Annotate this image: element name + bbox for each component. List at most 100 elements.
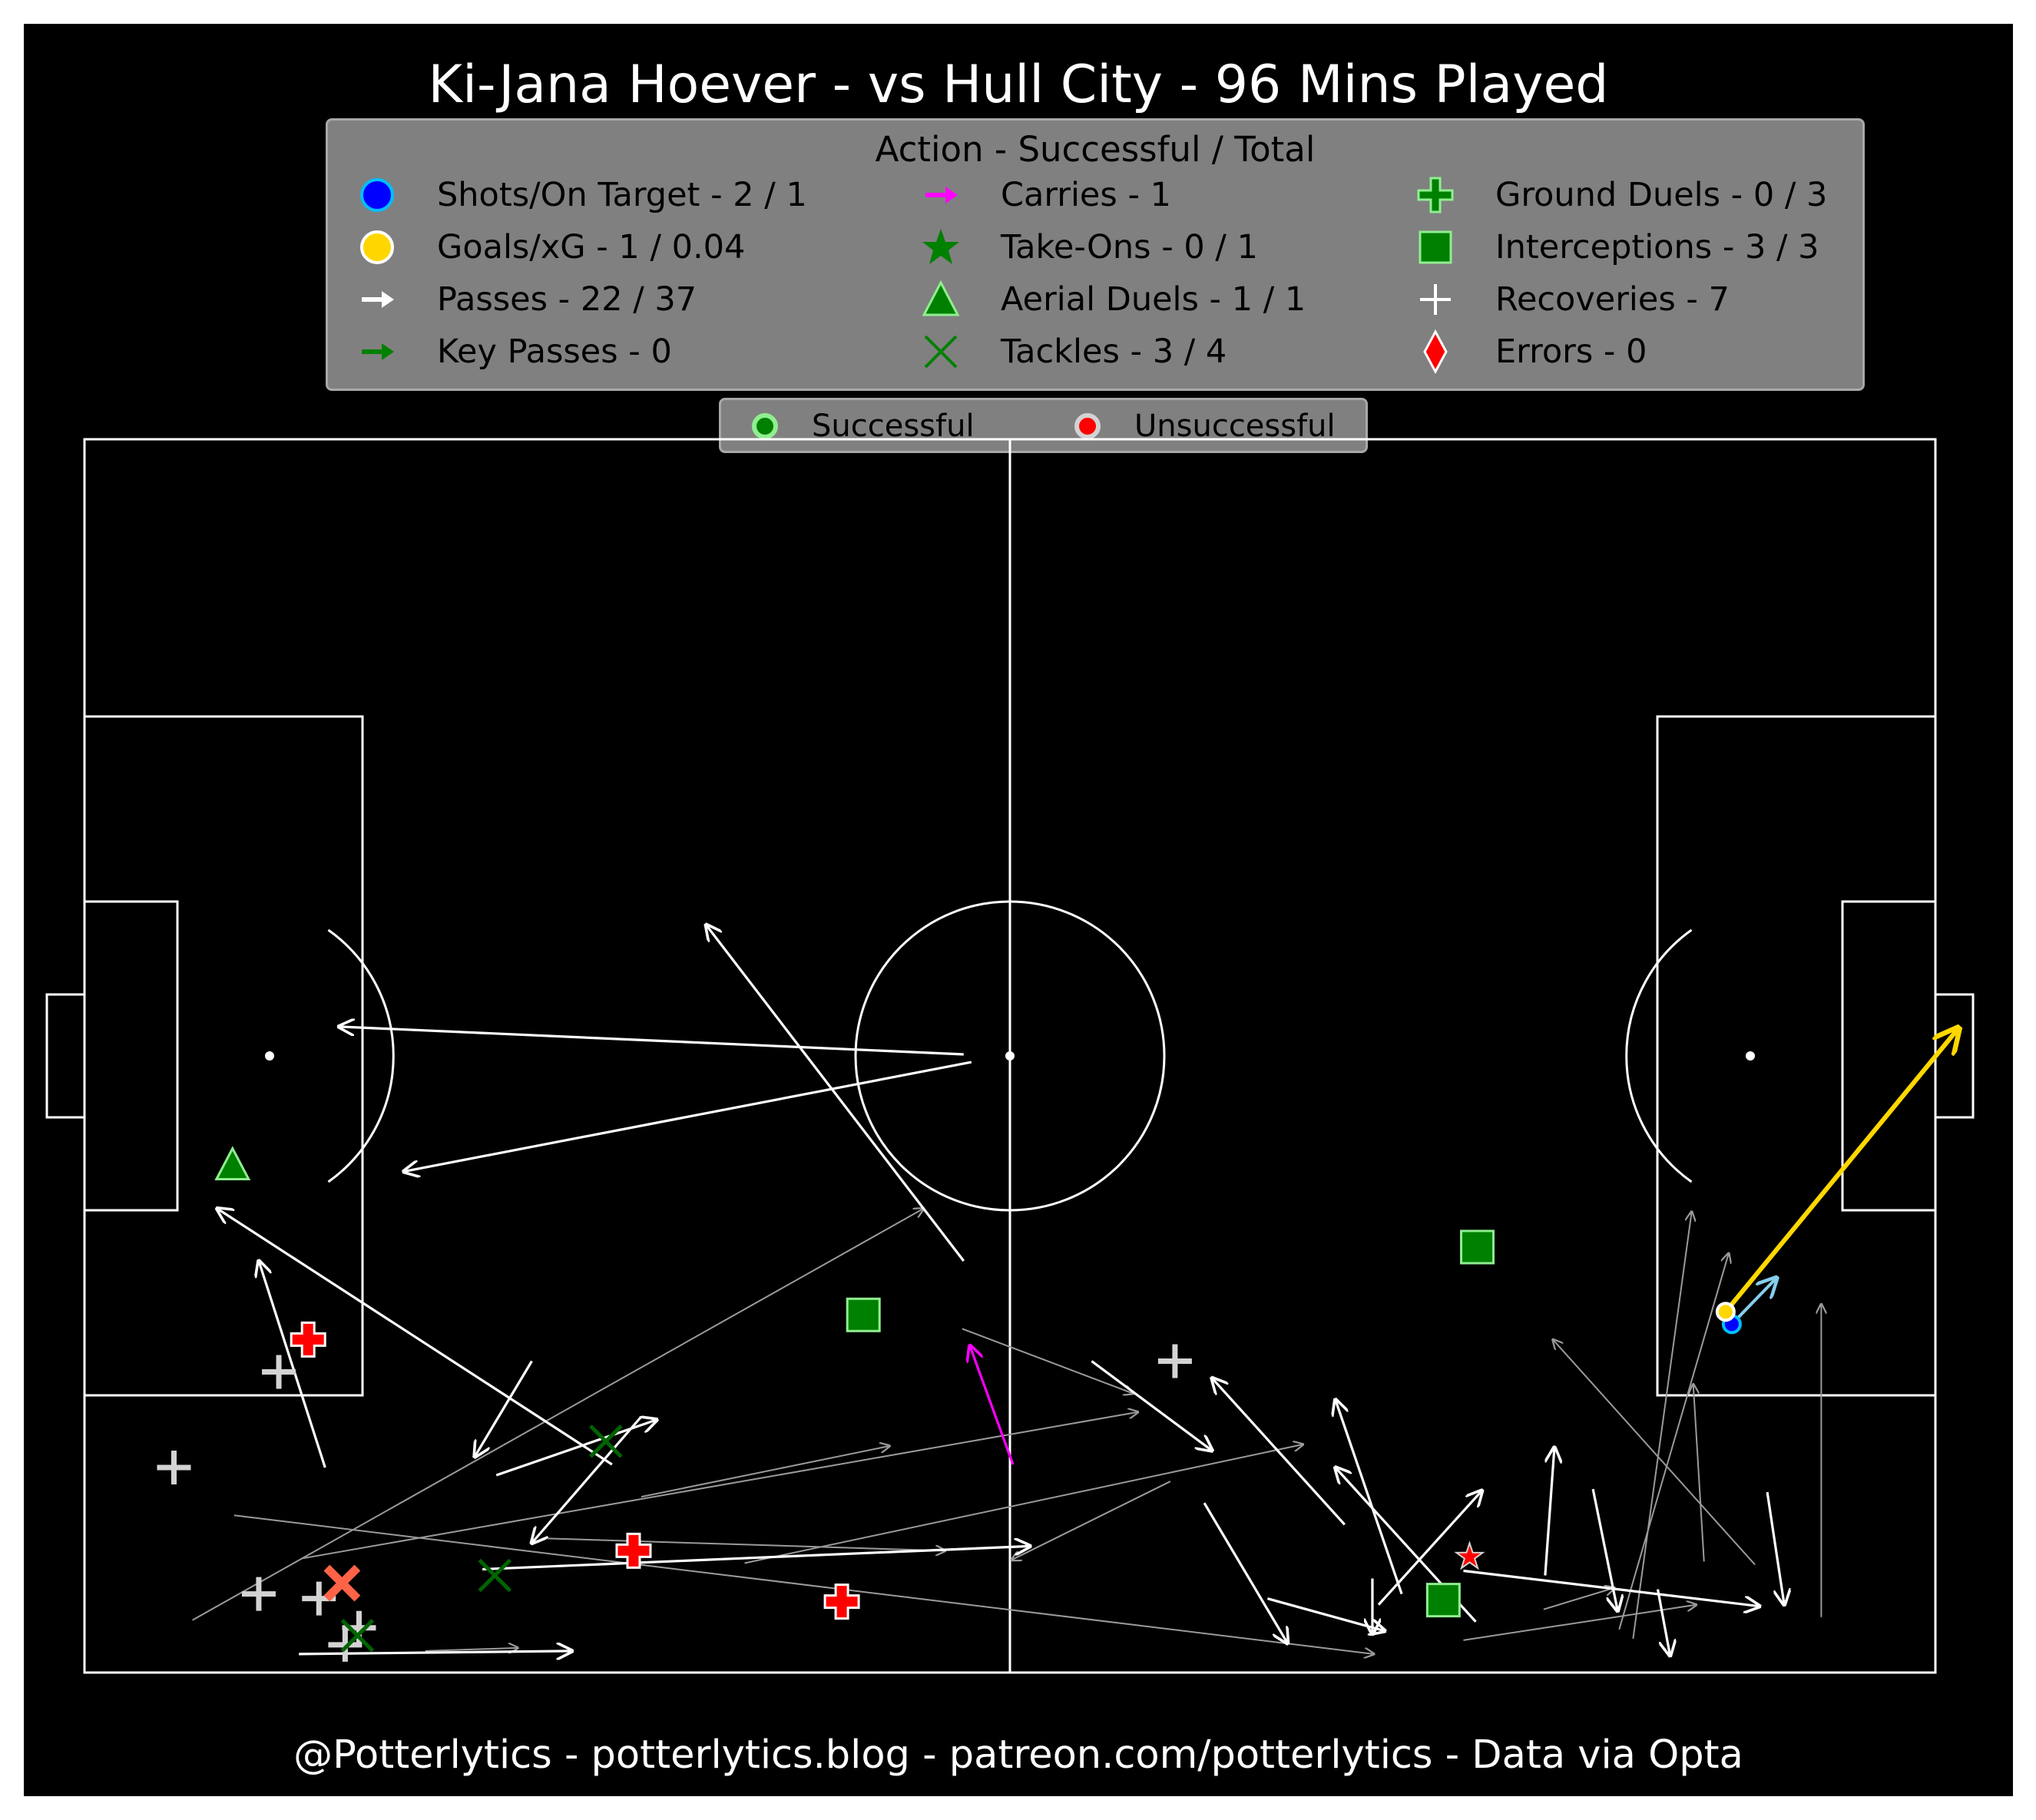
red-diamond-icon [1423, 329, 1448, 375]
tackle-marker [340, 1619, 375, 1653]
legend-item-carries: Carries - 1 [918, 169, 1171, 221]
interception-marker [1460, 1229, 1495, 1265]
completed-pass [706, 925, 965, 1262]
incomplete-pass [744, 1444, 1303, 1564]
shot-path [1730, 1278, 1776, 1325]
legend-item-goals: Goals/xG - 1 / 0.04 [354, 221, 745, 273]
completed-pass [299, 1651, 571, 1654]
tackle-marker [323, 1564, 361, 1602]
right-six-yard-box [1841, 900, 1937, 1212]
completed-pass [1544, 1448, 1554, 1576]
left-six-yard-box [83, 900, 179, 1212]
right-penalty-area [1656, 715, 1937, 1397]
completed-pass [1591, 1488, 1617, 1611]
carry [970, 1345, 1015, 1465]
incomplete-pass [641, 1446, 889, 1498]
completed-pass [259, 1261, 326, 1468]
unsuccessful-marker-icon [1074, 413, 1101, 439]
legend-item-passes: Passes - 22 / 37 [354, 273, 697, 326]
chart-footer: @Potterlytics - potterlytics.blog - patr… [293, 1732, 1743, 1778]
green-triangle-icon [922, 280, 960, 316]
right-penalty-spot [1746, 1051, 1755, 1061]
incomplete-pass [962, 1328, 1134, 1393]
right-goal [1934, 993, 1975, 1119]
legend-label-shots: Shots/On Target - 2 / 1 [437, 176, 807, 214]
outcome-successful-label: Successful [812, 409, 975, 444]
ground-duel-marker [823, 1583, 860, 1620]
goal-path [1723, 1028, 1958, 1314]
completed-pass [1463, 1569, 1760, 1607]
incomplete-pass [1553, 1339, 1756, 1566]
legend-label-carries: Carries - 1 [1001, 176, 1171, 214]
ground-duel-marker [290, 1321, 326, 1358]
right-penalty-arc [1625, 928, 1693, 1183]
outcome-unsuccessful-label: Unsuccessful [1134, 409, 1336, 444]
left-penalty-area [83, 715, 364, 1397]
legend-item-aerial-duels: Aerial Duels - 1 / 1 [918, 273, 1306, 326]
centre-spot [1005, 1051, 1015, 1061]
legend-item-ground-duels: Ground Duels - 0 / 3 [1412, 169, 1827, 221]
green-square-icon [1419, 230, 1452, 264]
take-on-marker [1454, 1540, 1485, 1570]
legend-item-recoveries: Recoveries - 7 [1412, 273, 1730, 326]
incomplete-pass [547, 1537, 945, 1550]
legend-label-passes: Passes - 22 / 37 [437, 280, 697, 319]
outcome-legend: Successful Unsuccessful [719, 398, 1368, 453]
legend-label-errors: Errors - 0 [1495, 333, 1647, 371]
left-goal [45, 993, 86, 1119]
incomplete-pass [1543, 1588, 1614, 1610]
legend-item-key-passes: Key Passes - 0 [354, 326, 672, 378]
completed-pass [404, 1061, 972, 1172]
white-cross-icon [1420, 284, 1451, 315]
legend-label-ground-duels: Ground Duels - 0 / 3 [1495, 176, 1828, 214]
gold-circle-icon [360, 230, 394, 264]
interception-marker [846, 1297, 881, 1332]
incomplete-pass [233, 1514, 1374, 1654]
legend-label-interceptions: Interceptions - 3 / 3 [1495, 228, 1819, 266]
completed-pass [482, 1546, 1030, 1571]
completed-pass [1212, 1378, 1346, 1526]
green-star-icon [922, 229, 959, 264]
centre-circle [854, 900, 1166, 1212]
legend-item-interceptions: Interceptions - 3 / 3 [1412, 221, 1819, 273]
tackle-marker [478, 1558, 511, 1593]
tackle-stroke-b [323, 1564, 361, 1602]
recovery-marker [1157, 1344, 1192, 1378]
incomplete-pass [1693, 1385, 1705, 1562]
aerial-duel-marker [214, 1146, 251, 1181]
successful-marker-icon [752, 413, 778, 439]
completed-pass [475, 1360, 533, 1456]
completed-pass [531, 1415, 643, 1544]
outcome-successful: Successful [747, 403, 975, 449]
legend-item-shots: Shots/On Target - 2 / 1 [354, 169, 807, 221]
incomplete-pass [302, 1412, 1138, 1560]
completed-pass [1377, 1491, 1482, 1606]
incomplete-pass [1463, 1605, 1696, 1641]
magenta-arrow-icon [925, 187, 958, 204]
completed-passes-layer [217, 925, 1784, 1656]
incomplete-pass [425, 1648, 518, 1651]
legend-label-aerial-duels: Aerial Duels - 1 / 1 [1001, 280, 1306, 319]
chart-background: Ki-Jana Hoever - vs Hull City - 96 Mins … [24, 24, 2013, 1796]
recovery-marker [241, 1577, 276, 1611]
pitch-markings [45, 438, 1975, 1674]
left-penalty-spot [265, 1051, 274, 1061]
blue-circle-icon [360, 178, 394, 212]
left-penalty-arc [327, 928, 395, 1183]
recovery-marker [157, 1451, 191, 1485]
tackle-marker [589, 1425, 623, 1458]
legend-label-tackles: Tackles - 3 / 4 [1001, 333, 1227, 371]
completed-pass [1656, 1589, 1670, 1656]
legend-item-errors: Errors - 0 [1412, 326, 1647, 378]
tackle-stroke-b [340, 1619, 375, 1653]
completed-pass [1266, 1597, 1385, 1631]
recovery-marker [262, 1355, 296, 1389]
incomplete-passes-layer [192, 1209, 1822, 1654]
outcome-unsuccessful: Unsuccessful [1070, 403, 1336, 449]
legend-item-tackles: Tackles - 3 / 4 [918, 326, 1227, 378]
shots-layer [1715, 1028, 1958, 1335]
completed-pass [1336, 1400, 1403, 1595]
incomplete-pass [1632, 1212, 1691, 1639]
interception-marker [1425, 1583, 1461, 1618]
